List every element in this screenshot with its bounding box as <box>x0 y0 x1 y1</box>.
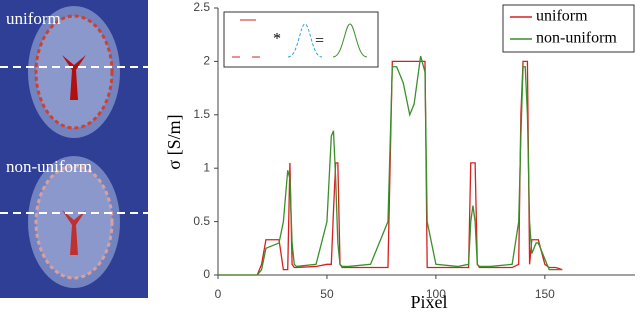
y-tick-label: 1 <box>203 160 210 174</box>
image-label: non-uniform <box>6 157 92 176</box>
brain-images: uniform non-uniform <box>0 0 148 298</box>
series-line <box>218 60 563 276</box>
x-tick-label: 50 <box>320 287 334 301</box>
x-tick-label: 150 <box>535 287 555 301</box>
inset-box <box>223 11 379 68</box>
y-tick-label: 0 <box>203 267 210 281</box>
y-tick-label: 1.5 <box>193 107 210 121</box>
x-tick-label: 100 <box>426 287 446 301</box>
y-axis-label: σ [S/m] <box>164 114 184 169</box>
inset-operator: * <box>273 31 281 48</box>
ventricles <box>62 55 86 100</box>
image-label: uniform <box>6 9 61 28</box>
x-tick-label: 0 <box>215 287 222 301</box>
x-axis-label: Pixel <box>410 292 447 312</box>
y-tick-label: 2 <box>203 54 210 68</box>
y-tick-label: 0.5 <box>193 214 210 228</box>
inset-kernel <box>287 23 323 58</box>
legend-box <box>502 4 635 53</box>
legend-label: non-uniform <box>536 30 617 47</box>
inset-result <box>332 23 368 58</box>
y-tick-label: 2.5 <box>193 0 210 14</box>
inset-operator: = <box>315 33 324 50</box>
series-line <box>218 55 563 276</box>
legend-label: uniform <box>536 8 588 25</box>
plot: 0 0.5 1 1.5 2 2.5 0 50 100 150 Pixel σ [S/m] uniform… <box>164 0 635 312</box>
ventricles <box>62 210 86 255</box>
